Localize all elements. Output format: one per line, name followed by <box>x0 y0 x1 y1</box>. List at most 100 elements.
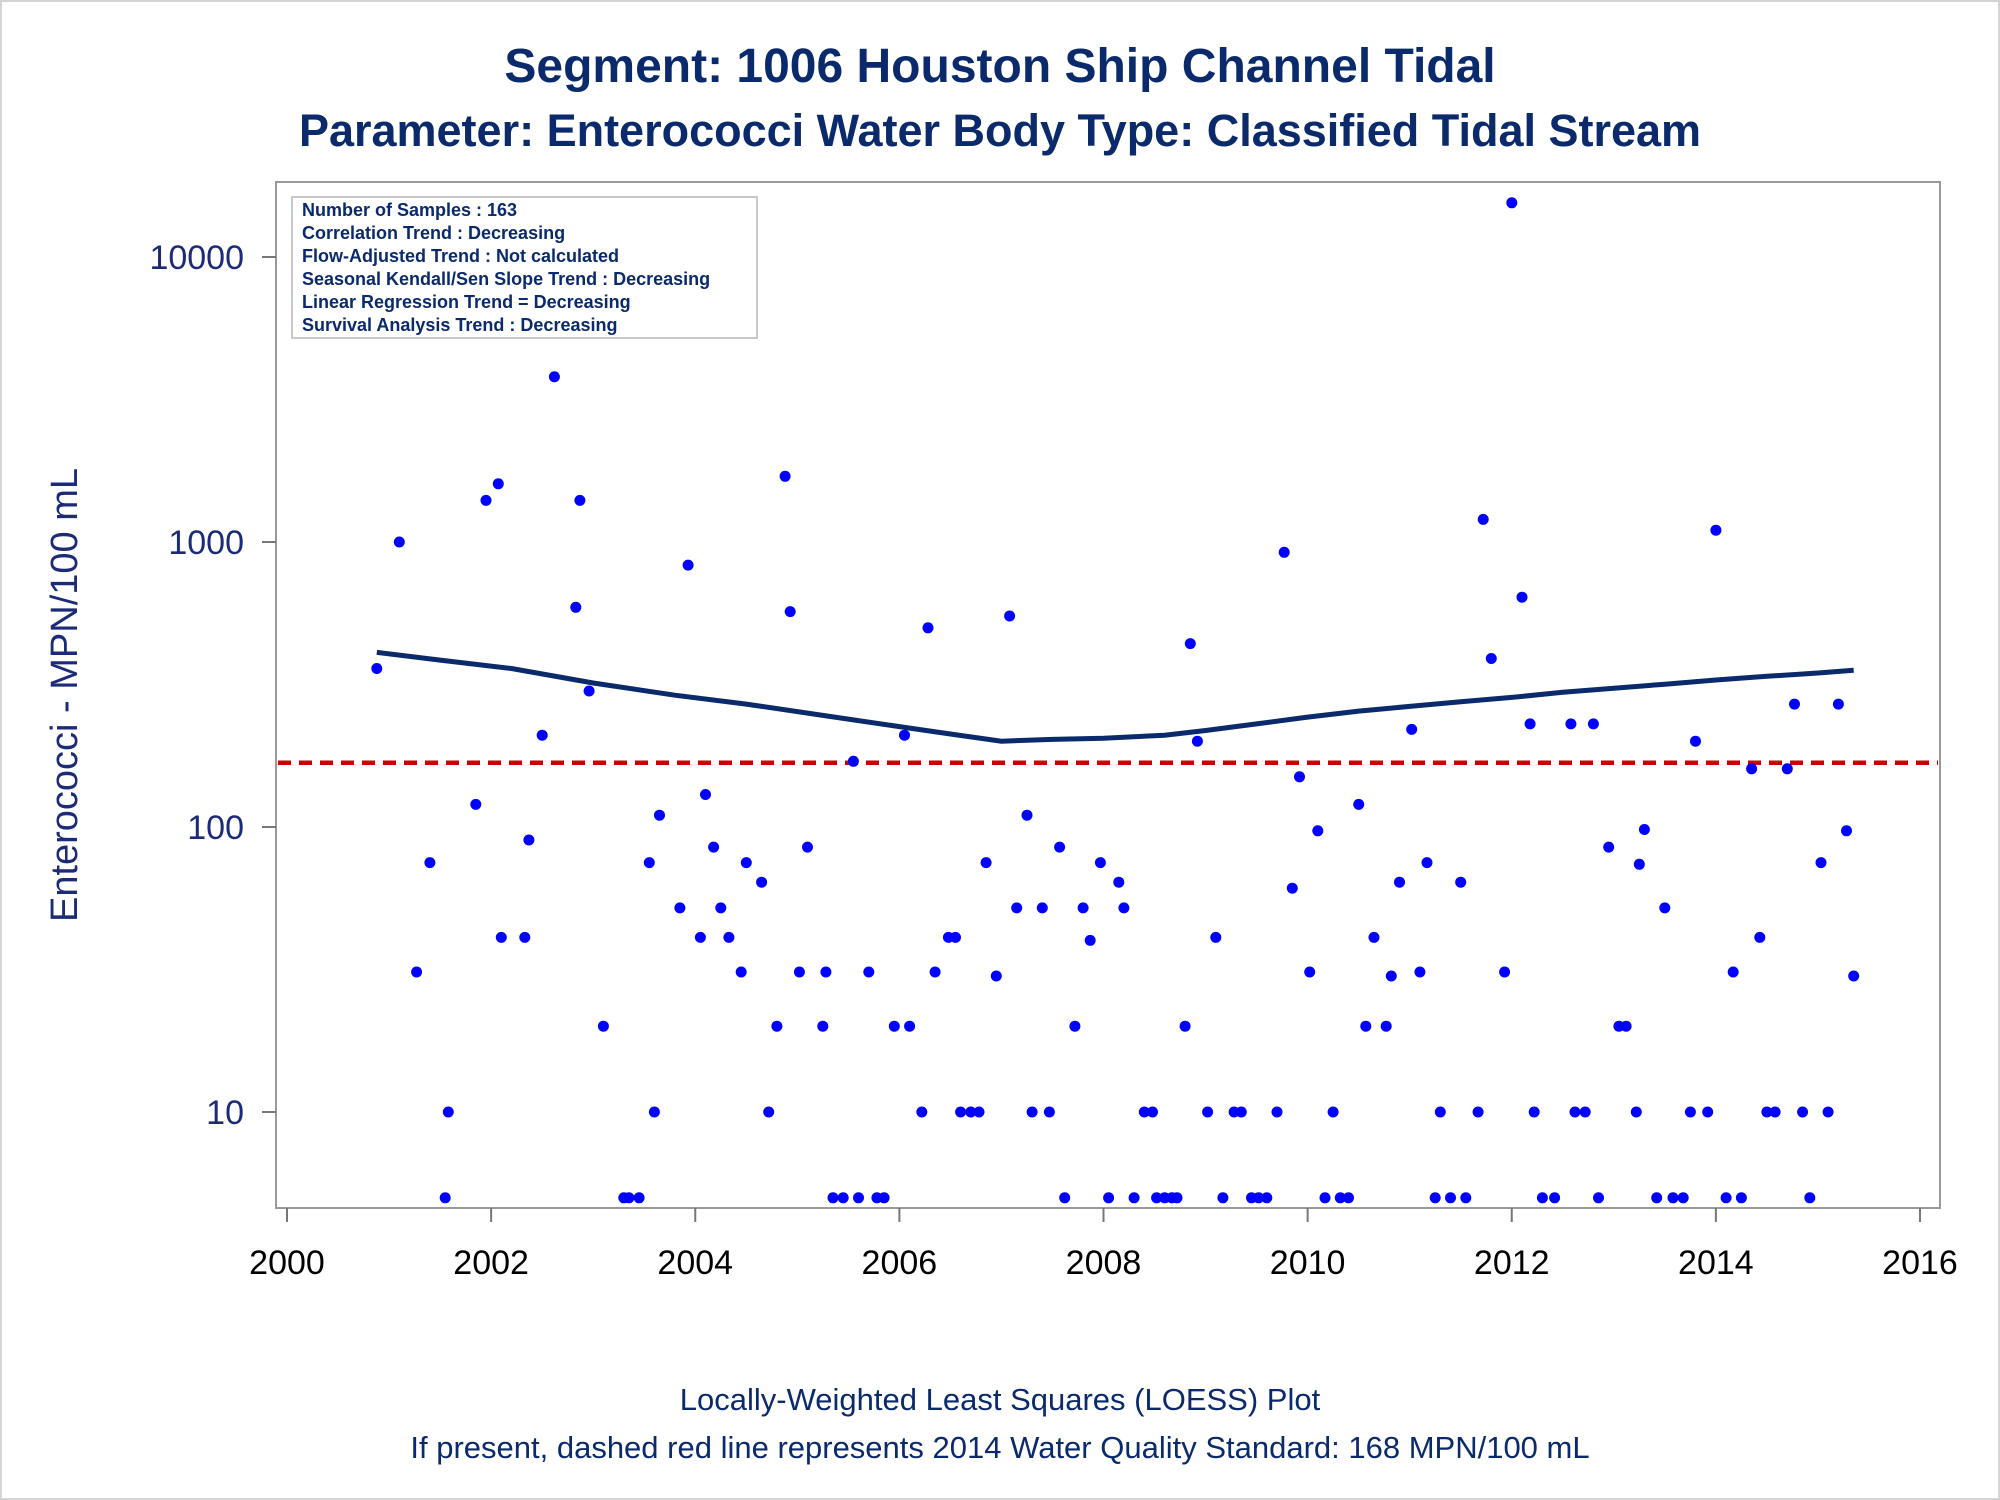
data-point <box>1004 610 1016 622</box>
data-point <box>495 931 507 943</box>
data-point <box>654 809 665 821</box>
data-point <box>1343 1192 1354 1204</box>
data-point <box>1789 698 1800 710</box>
data-point <box>700 789 711 800</box>
data-point <box>536 729 548 741</box>
data-point <box>1184 638 1196 650</box>
loess-trend-line <box>376 649 1854 744</box>
data-point <box>1565 718 1577 730</box>
data-point <box>1677 1192 1689 1204</box>
data-point <box>837 1192 849 1204</box>
data-point <box>1460 1192 1472 1204</box>
data-point <box>1528 1106 1540 1118</box>
data-point <box>633 1192 645 1204</box>
data-point <box>1804 1192 1816 1204</box>
data-point <box>904 1020 916 1032</box>
stats-flow-adjusted-trend: Flow-Adjusted Trend : Not calculated <box>302 246 619 266</box>
data-point <box>1684 1106 1696 1118</box>
chart-title: Segment: 1006 Houston Ship Channel Tidal <box>504 40 1495 93</box>
data-point <box>853 1192 864 1204</box>
data-point <box>480 494 492 506</box>
data-point <box>784 606 796 618</box>
x-tick-label: 2006 <box>862 1244 938 1282</box>
data-point <box>1319 1192 1331 1204</box>
data-point <box>1036 902 1048 914</box>
data-point <box>597 1020 609 1032</box>
data-point <box>1638 824 1650 835</box>
y-axis: 10 100 1000 10000 <box>149 239 276 1132</box>
data-point <box>1179 1020 1191 1032</box>
data-point <box>1171 1192 1183 1204</box>
data-point <box>922 622 934 634</box>
data-point <box>965 1106 977 1118</box>
stats-correlation-trend: Correlation Trend : Decreasing <box>302 223 565 243</box>
plot-area <box>275 181 1941 1209</box>
data-point <box>916 1106 928 1118</box>
data-point <box>1727 966 1739 978</box>
data-point <box>1587 718 1599 730</box>
data-point <box>1848 970 1860 982</box>
data-point <box>820 966 832 978</box>
data-point <box>1304 966 1316 978</box>
data-point <box>779 470 791 482</box>
data-point <box>793 966 805 978</box>
data-point <box>715 902 727 914</box>
stats-sample-count: Number of Samples : 163 <box>302 200 517 220</box>
data-point <box>1103 1192 1115 1204</box>
data-point <box>1754 931 1766 943</box>
data-point <box>899 729 910 741</box>
x-tick-label: 2008 <box>1066 1244 1142 1282</box>
data-point <box>523 834 535 846</box>
data-point <box>1414 966 1426 978</box>
data-point <box>878 1192 890 1204</box>
data-point <box>694 931 706 943</box>
data-points <box>371 197 1860 1204</box>
data-point <box>648 1106 660 1118</box>
footnote-loess: Locally-Weighted Least Squares (LOESS) P… <box>680 1382 1321 1417</box>
data-point <box>1286 882 1298 894</box>
data-point <box>1702 1106 1714 1118</box>
data-point <box>1406 723 1418 735</box>
data-point <box>1832 698 1844 710</box>
data-point <box>1334 1192 1346 1204</box>
data-point <box>1429 1192 1441 1204</box>
data-point <box>1720 1192 1732 1204</box>
data-point <box>1477 513 1489 525</box>
data-point <box>1815 857 1827 869</box>
data-point <box>1549 1192 1561 1204</box>
data-point <box>1667 1192 1679 1204</box>
data-point <box>1118 902 1130 914</box>
data-point <box>763 1106 775 1118</box>
data-point <box>1485 653 1497 664</box>
data-point <box>1026 1106 1038 1118</box>
data-point <box>1113 876 1125 888</box>
data-point <box>1368 931 1380 943</box>
footnote-standard: If present, dashed red line represents 2… <box>410 1430 1589 1465</box>
data-point <box>1735 1192 1747 1204</box>
data-point <box>1094 857 1106 869</box>
data-point <box>1579 1106 1591 1118</box>
x-tick-label: 2004 <box>657 1244 733 1282</box>
data-point <box>1506 197 1518 209</box>
data-point <box>802 841 813 853</box>
data-point <box>1603 841 1615 853</box>
data-point <box>723 931 735 943</box>
data-point <box>470 798 482 810</box>
data-point <box>442 1106 454 1118</box>
data-point <box>519 931 531 943</box>
data-point <box>771 1020 783 1032</box>
data-point <box>1630 1106 1642 1118</box>
data-point <box>973 1106 985 1118</box>
data-point <box>735 966 747 978</box>
data-point <box>1147 1106 1158 1118</box>
data-point <box>1394 876 1405 888</box>
x-tick-label: 2016 <box>1882 1244 1958 1282</box>
data-point <box>1077 902 1089 914</box>
x-tick-label: 2010 <box>1270 1244 1346 1282</box>
data-point <box>1593 1192 1604 1204</box>
data-point <box>950 931 961 943</box>
data-point <box>393 536 405 548</box>
data-point <box>1524 718 1536 730</box>
data-point <box>1569 1106 1581 1118</box>
